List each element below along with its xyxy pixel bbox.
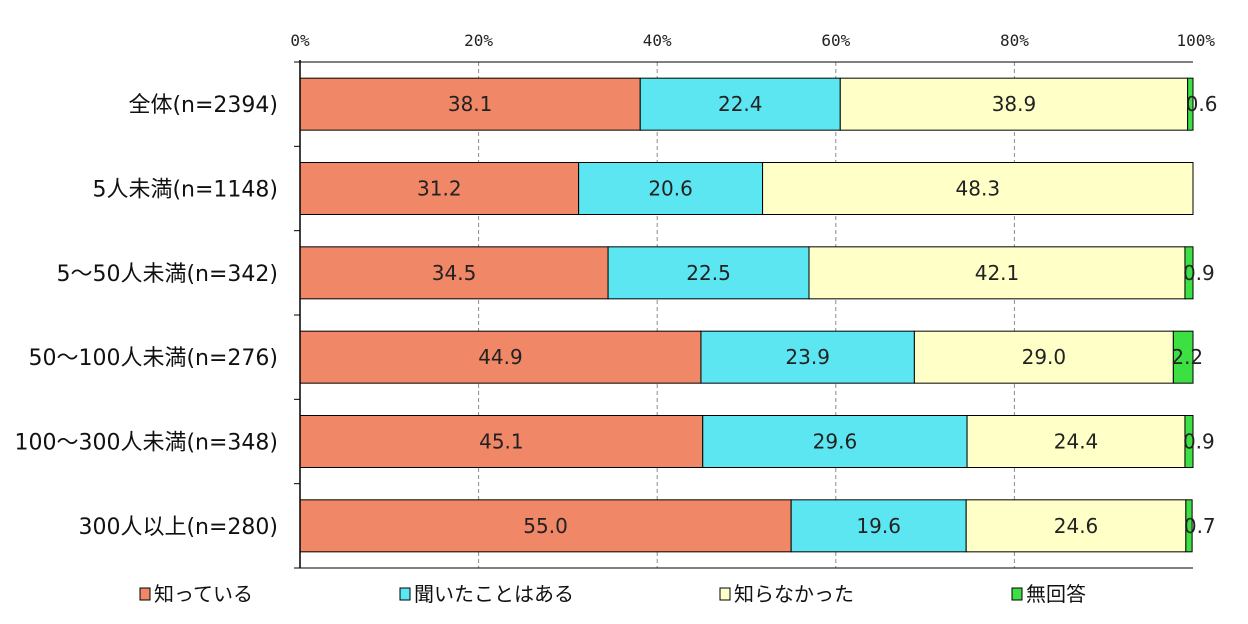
bar-segment (700, 330, 915, 384)
data-label: 0.7 (1184, 514, 1216, 538)
bar-segment (790, 499, 967, 553)
category-label: 50～100人未満(n=276) (28, 346, 278, 371)
grid-lines (478, 62, 1015, 568)
data-label: 55.0 (523, 514, 568, 538)
x-axis-ticks: 0% 20% 40% 60% 80% 100% (290, 31, 1215, 50)
data-label: 45.1 (479, 430, 524, 454)
category-labels: 全体(n=2394) 5人未満(n=1148) 5～50人未満(n=342) 50～1… (14, 93, 278, 540)
data-label: 29.0 (1022, 345, 1067, 369)
legend-swatch (1011, 587, 1023, 601)
bar-segment (808, 246, 1186, 300)
data-label: 44.9 (478, 345, 523, 369)
data-label: 31.2 (417, 177, 462, 201)
axes (294, 60, 1193, 569)
data-label: 0.6 (1186, 92, 1218, 116)
bar-segment (578, 162, 764, 215)
data-label: 42.1 (975, 261, 1020, 285)
legend-label: 知らなかった (734, 582, 854, 606)
data-label: 2.2 (1171, 345, 1203, 369)
bar-segment (299, 499, 792, 553)
bars: 38.1 22.4 38.9 0.6 31.2 20.6 48.3 34.5 22.5 42.1 0… (299, 77, 1218, 553)
x-tick-label: 20% (464, 31, 493, 50)
legend: 知っている 聞いたことはある 知らなかった 無回答 (139, 582, 1086, 606)
legend-swatch (399, 587, 411, 601)
data-label: 22.5 (686, 261, 731, 285)
x-tick-label: 60% (821, 31, 850, 50)
bar-segment (639, 77, 841, 131)
bar-segment (607, 246, 810, 300)
bar-segment (965, 499, 1187, 553)
bar-segment (299, 77, 641, 131)
data-label: 23.9 (785, 345, 830, 369)
bar-segment (913, 330, 1174, 384)
data-label: 19.6 (856, 514, 901, 538)
data-label: 0.9 (1183, 261, 1215, 285)
legend-label: 無回答 (1026, 582, 1086, 606)
bar-segment (1184, 415, 1194, 468)
category-label: 100～300人未満(n=348) (14, 431, 278, 456)
x-tick-label: 0% (290, 31, 310, 50)
x-tick-label: 40% (643, 31, 672, 50)
category-label: 300人以上(n=280) (78, 515, 278, 540)
legend-label: 聞いたことはある (414, 582, 574, 606)
bar-segment (1187, 77, 1194, 131)
bar-segment (299, 415, 704, 468)
data-label: 0.9 (1183, 430, 1215, 454)
data-label: 38.1 (448, 92, 493, 116)
data-label: 34.5 (432, 261, 477, 285)
legend-swatch (719, 587, 731, 601)
data-label: 48.3 (956, 177, 1001, 201)
data-label: 38.9 (992, 92, 1037, 116)
bar-segment (839, 77, 1189, 131)
bar-segment (299, 330, 702, 384)
bar-segment (1172, 330, 1194, 384)
data-label: 24.4 (1054, 430, 1099, 454)
category-label: 5人未満(n=1148) (92, 178, 278, 203)
bar-segment (1185, 499, 1193, 553)
category-label: 全体(n=2394) (128, 93, 278, 118)
x-tick-label: 100% (1176, 31, 1215, 50)
bar-segment (299, 246, 609, 300)
data-label: 24.6 (1054, 514, 1099, 538)
data-label: 22.4 (718, 92, 763, 116)
data-label: 29.6 (813, 430, 858, 454)
data-label: 20.6 (648, 177, 693, 201)
bar-segment (762, 162, 1194, 215)
legend-label: 知っている (154, 582, 253, 606)
bar-segment (1184, 246, 1194, 300)
legend-swatch (139, 587, 151, 601)
category-label: 5～50人未満(n=342) (56, 262, 278, 287)
x-tick-label: 80% (1000, 31, 1029, 50)
